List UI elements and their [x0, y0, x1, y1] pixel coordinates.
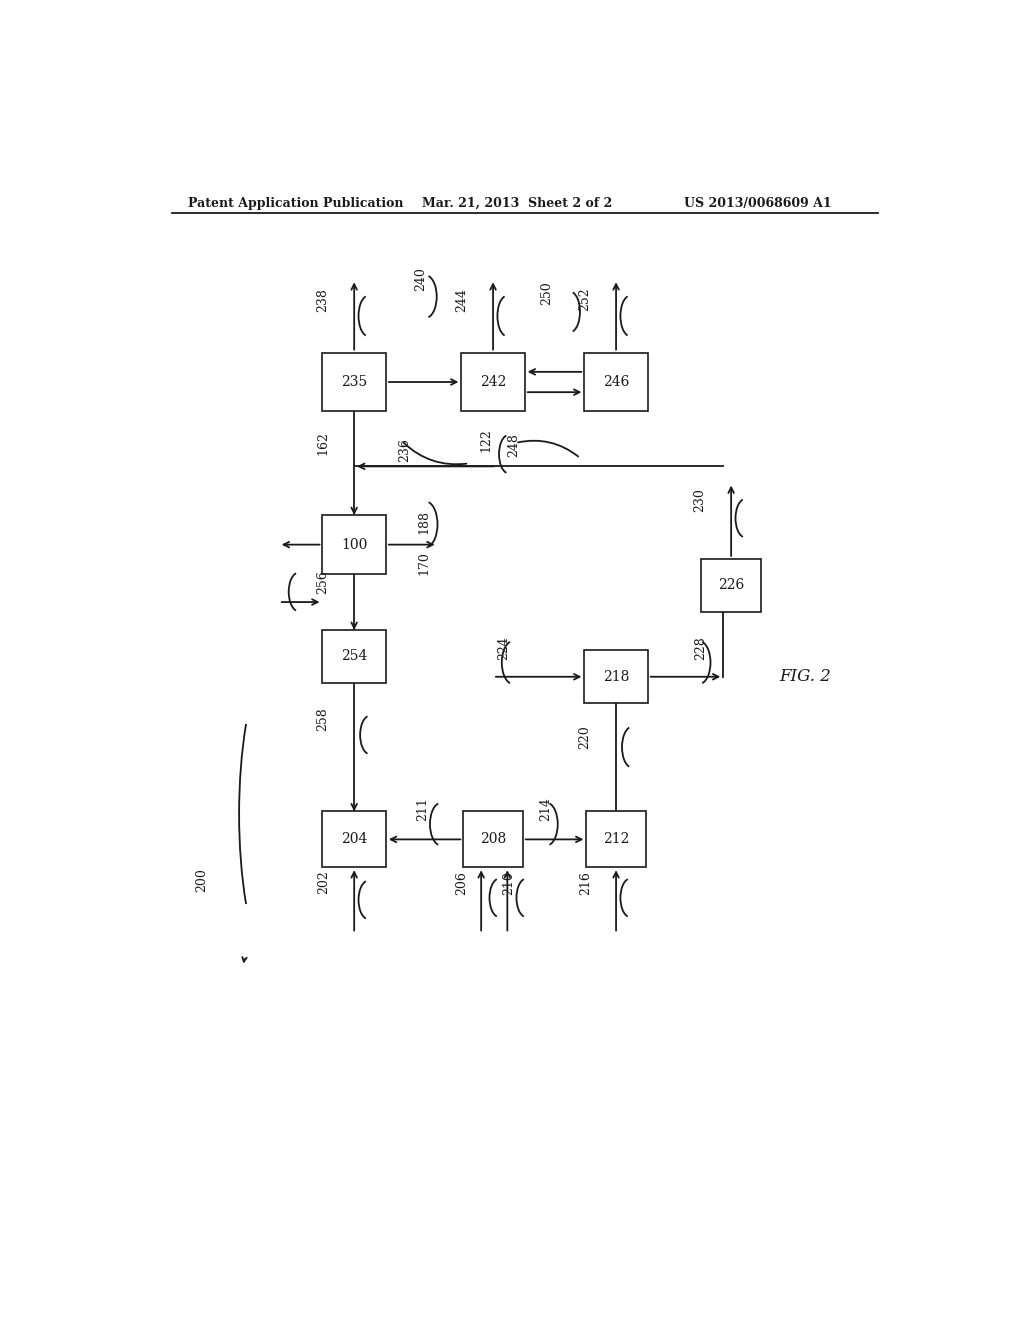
Text: 200: 200	[196, 869, 209, 892]
Text: 224: 224	[497, 636, 510, 660]
Text: 226: 226	[718, 578, 744, 593]
Text: 252: 252	[578, 288, 591, 312]
Text: 236: 236	[397, 438, 411, 462]
Text: 202: 202	[317, 871, 331, 895]
Text: 210: 210	[503, 871, 515, 895]
Text: 258: 258	[316, 706, 329, 730]
Text: US 2013/0068609 A1: US 2013/0068609 A1	[684, 197, 831, 210]
Text: 170: 170	[418, 550, 431, 576]
Bar	[323, 812, 386, 867]
Bar	[323, 352, 386, 412]
Text: 212: 212	[603, 833, 630, 846]
Bar	[462, 352, 525, 412]
Text: 235: 235	[341, 375, 368, 389]
Text: 256: 256	[316, 570, 329, 594]
Bar	[701, 558, 761, 611]
Text: Mar. 21, 2013  Sheet 2 of 2: Mar. 21, 2013 Sheet 2 of 2	[422, 197, 612, 210]
Text: 214: 214	[539, 797, 552, 821]
Text: 211: 211	[417, 797, 430, 821]
Text: 206: 206	[455, 871, 468, 895]
Text: 228: 228	[694, 636, 707, 660]
Text: FIG. 2: FIG. 2	[778, 668, 830, 685]
Text: 218: 218	[603, 669, 630, 684]
Text: 122: 122	[479, 428, 493, 451]
Text: 242: 242	[480, 375, 506, 389]
Text: 208: 208	[480, 833, 506, 846]
Bar	[585, 352, 648, 412]
Text: 216: 216	[580, 871, 593, 895]
Text: 246: 246	[603, 375, 630, 389]
Text: 204: 204	[341, 833, 368, 846]
Text: 230: 230	[693, 488, 706, 512]
Bar	[585, 651, 648, 704]
Text: 238: 238	[316, 288, 329, 312]
Bar	[323, 515, 386, 574]
Bar	[323, 630, 386, 682]
Text: 240: 240	[414, 268, 427, 292]
Text: 254: 254	[341, 649, 368, 664]
Text: Patent Application Publication: Patent Application Publication	[187, 197, 403, 210]
Text: 100: 100	[341, 537, 368, 552]
Bar	[463, 812, 523, 867]
Text: 244: 244	[455, 288, 468, 312]
Text: 188: 188	[418, 511, 431, 535]
Bar	[587, 812, 646, 867]
Text: 162: 162	[316, 432, 329, 455]
Text: 220: 220	[578, 725, 591, 748]
Text: 250: 250	[541, 281, 554, 305]
Text: 248: 248	[507, 433, 520, 457]
